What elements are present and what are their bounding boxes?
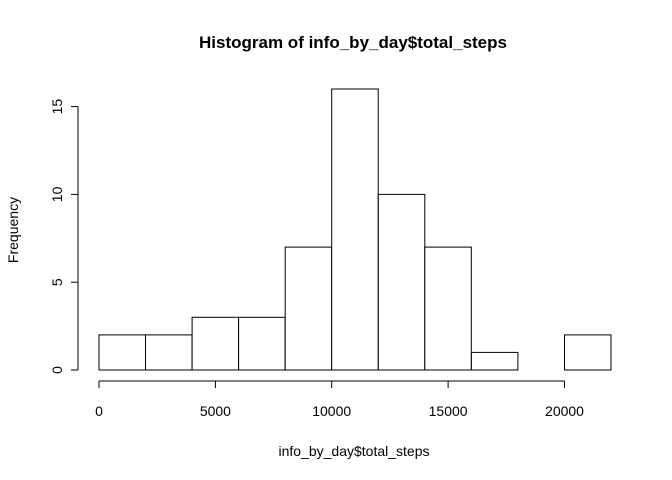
histogram-bar: [145, 334, 193, 371]
chart-title: Histogram of info_by_day$total_steps: [199, 33, 507, 52]
histogram-bar: [284, 246, 333, 371]
y-tick-label: 15: [49, 99, 65, 115]
y-tick-label: 10: [49, 186, 65, 202]
histogram-bar: [470, 351, 519, 371]
x-tick-label: 0: [95, 403, 103, 419]
y-axis-label: Frequency: [5, 197, 21, 263]
x-tick-label: 10000: [312, 403, 351, 419]
histogram-bar: [238, 316, 286, 371]
y-tick-label: 5: [49, 278, 65, 286]
x-tick-label: 20000: [545, 403, 584, 419]
histogram-bar: [98, 334, 146, 371]
histogram-bar: [377, 193, 426, 371]
histogram-bar: [424, 246, 472, 371]
histogram-bar: [564, 334, 612, 371]
x-tick-label: 5000: [200, 403, 231, 419]
histogram-bar: [331, 88, 379, 371]
y-axis: 0 5 10 15: [49, 99, 79, 374]
x-tick-label: 15000: [429, 403, 468, 419]
x-axis: 0 5000 10000 15000 20000: [95, 380, 584, 419]
y-tick-label: 0: [49, 366, 65, 374]
bars-group: [98, 88, 612, 371]
histogram-bar: [191, 316, 240, 371]
x-axis-label: info_by_day$total_steps: [279, 443, 430, 459]
